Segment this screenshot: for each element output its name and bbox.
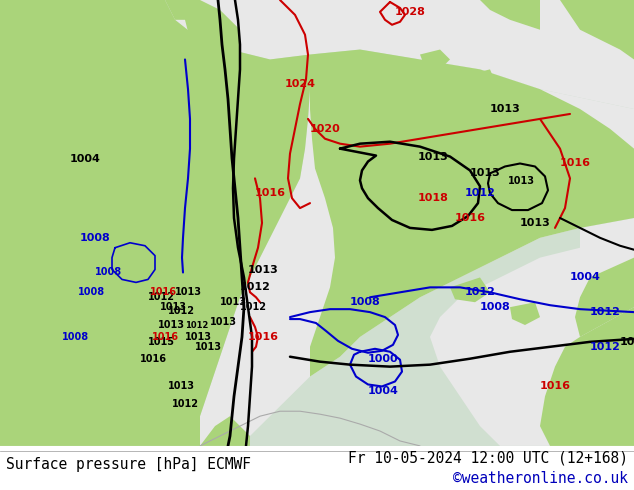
Text: 1008: 1008: [78, 287, 105, 297]
Text: 1012: 1012: [240, 302, 267, 312]
Text: 1016: 1016: [455, 213, 486, 223]
Text: 1004: 1004: [368, 387, 399, 396]
Text: 1015: 1015: [148, 337, 175, 347]
Polygon shape: [200, 416, 250, 446]
Polygon shape: [135, 322, 165, 342]
Text: 1013: 1013: [210, 317, 237, 327]
Text: 1012: 1012: [465, 287, 496, 297]
Text: 1012: 1012: [172, 399, 199, 409]
Text: 1008: 1008: [350, 297, 381, 307]
Text: 1012: 1012: [168, 306, 195, 316]
Text: 1012: 1012: [148, 292, 175, 302]
Text: 1013: 1013: [195, 342, 222, 352]
Text: 1000: 1000: [368, 354, 399, 364]
Text: 1008: 1008: [480, 302, 511, 312]
Text: 1012: 1012: [185, 320, 209, 329]
Text: 1013: 1013: [175, 287, 202, 297]
Text: Surface pressure [hPa] ECMWF: Surface pressure [hPa] ECMWF: [6, 457, 251, 472]
Polygon shape: [0, 0, 310, 446]
Text: 1013: 1013: [418, 151, 449, 162]
Text: 1016: 1016: [248, 332, 279, 342]
Polygon shape: [140, 414, 168, 436]
Text: 1012: 1012: [590, 307, 621, 317]
Text: 1012: 1012: [465, 188, 496, 198]
Text: 1008: 1008: [80, 233, 111, 243]
Text: 1016: 1016: [255, 188, 286, 198]
Polygon shape: [100, 352, 140, 378]
Text: 1013: 1013: [508, 176, 535, 186]
Text: 1013: 1013: [520, 218, 551, 228]
Text: 1013: 1013: [248, 265, 279, 274]
Text: Fr 10-05-2024 12:00 UTC (12+168): Fr 10-05-2024 12:00 UTC (12+168): [347, 451, 628, 466]
Polygon shape: [80, 382, 108, 404]
Text: 1020: 1020: [310, 124, 340, 134]
Text: 1013: 1013: [160, 302, 187, 312]
Text: 1024: 1024: [285, 79, 316, 89]
Polygon shape: [450, 277, 490, 302]
Text: 1016: 1016: [560, 158, 591, 169]
Polygon shape: [310, 49, 634, 376]
Polygon shape: [165, 263, 182, 287]
Text: 1016: 1016: [140, 354, 167, 364]
Polygon shape: [110, 396, 140, 421]
Text: 1013: 1013: [620, 337, 634, 347]
Text: 1004: 1004: [70, 153, 101, 164]
Text: 1013: 1013: [185, 332, 212, 342]
Polygon shape: [480, 0, 540, 30]
Text: 1028: 1028: [395, 7, 426, 17]
Polygon shape: [470, 70, 495, 87]
Polygon shape: [560, 0, 634, 59]
Text: 1016: 1016: [150, 287, 177, 297]
Polygon shape: [0, 0, 634, 446]
Text: 1016: 1016: [152, 332, 179, 342]
Polygon shape: [430, 218, 634, 446]
Polygon shape: [510, 302, 540, 325]
Text: ©weatheronline.co.uk: ©weatheronline.co.uk: [453, 471, 628, 487]
Text: 1013: 1013: [470, 169, 501, 178]
Polygon shape: [200, 54, 634, 446]
Text: 1013: 1013: [490, 104, 521, 114]
Polygon shape: [575, 258, 634, 337]
Text: 1013: 1013: [220, 297, 247, 307]
Text: 1012: 1012: [240, 282, 271, 293]
Text: 1012: 1012: [590, 342, 621, 352]
Text: 1018: 1018: [418, 193, 449, 203]
Polygon shape: [420, 49, 450, 70]
Text: 1013: 1013: [168, 381, 195, 392]
Text: 1008: 1008: [62, 332, 89, 342]
Text: 1013: 1013: [158, 320, 185, 330]
Text: 1004: 1004: [570, 272, 601, 282]
Polygon shape: [60, 401, 92, 424]
Text: 1016: 1016: [540, 381, 571, 392]
Text: 1008: 1008: [95, 268, 122, 277]
Polygon shape: [165, 0, 634, 109]
Polygon shape: [165, 0, 255, 258]
Polygon shape: [540, 307, 634, 446]
